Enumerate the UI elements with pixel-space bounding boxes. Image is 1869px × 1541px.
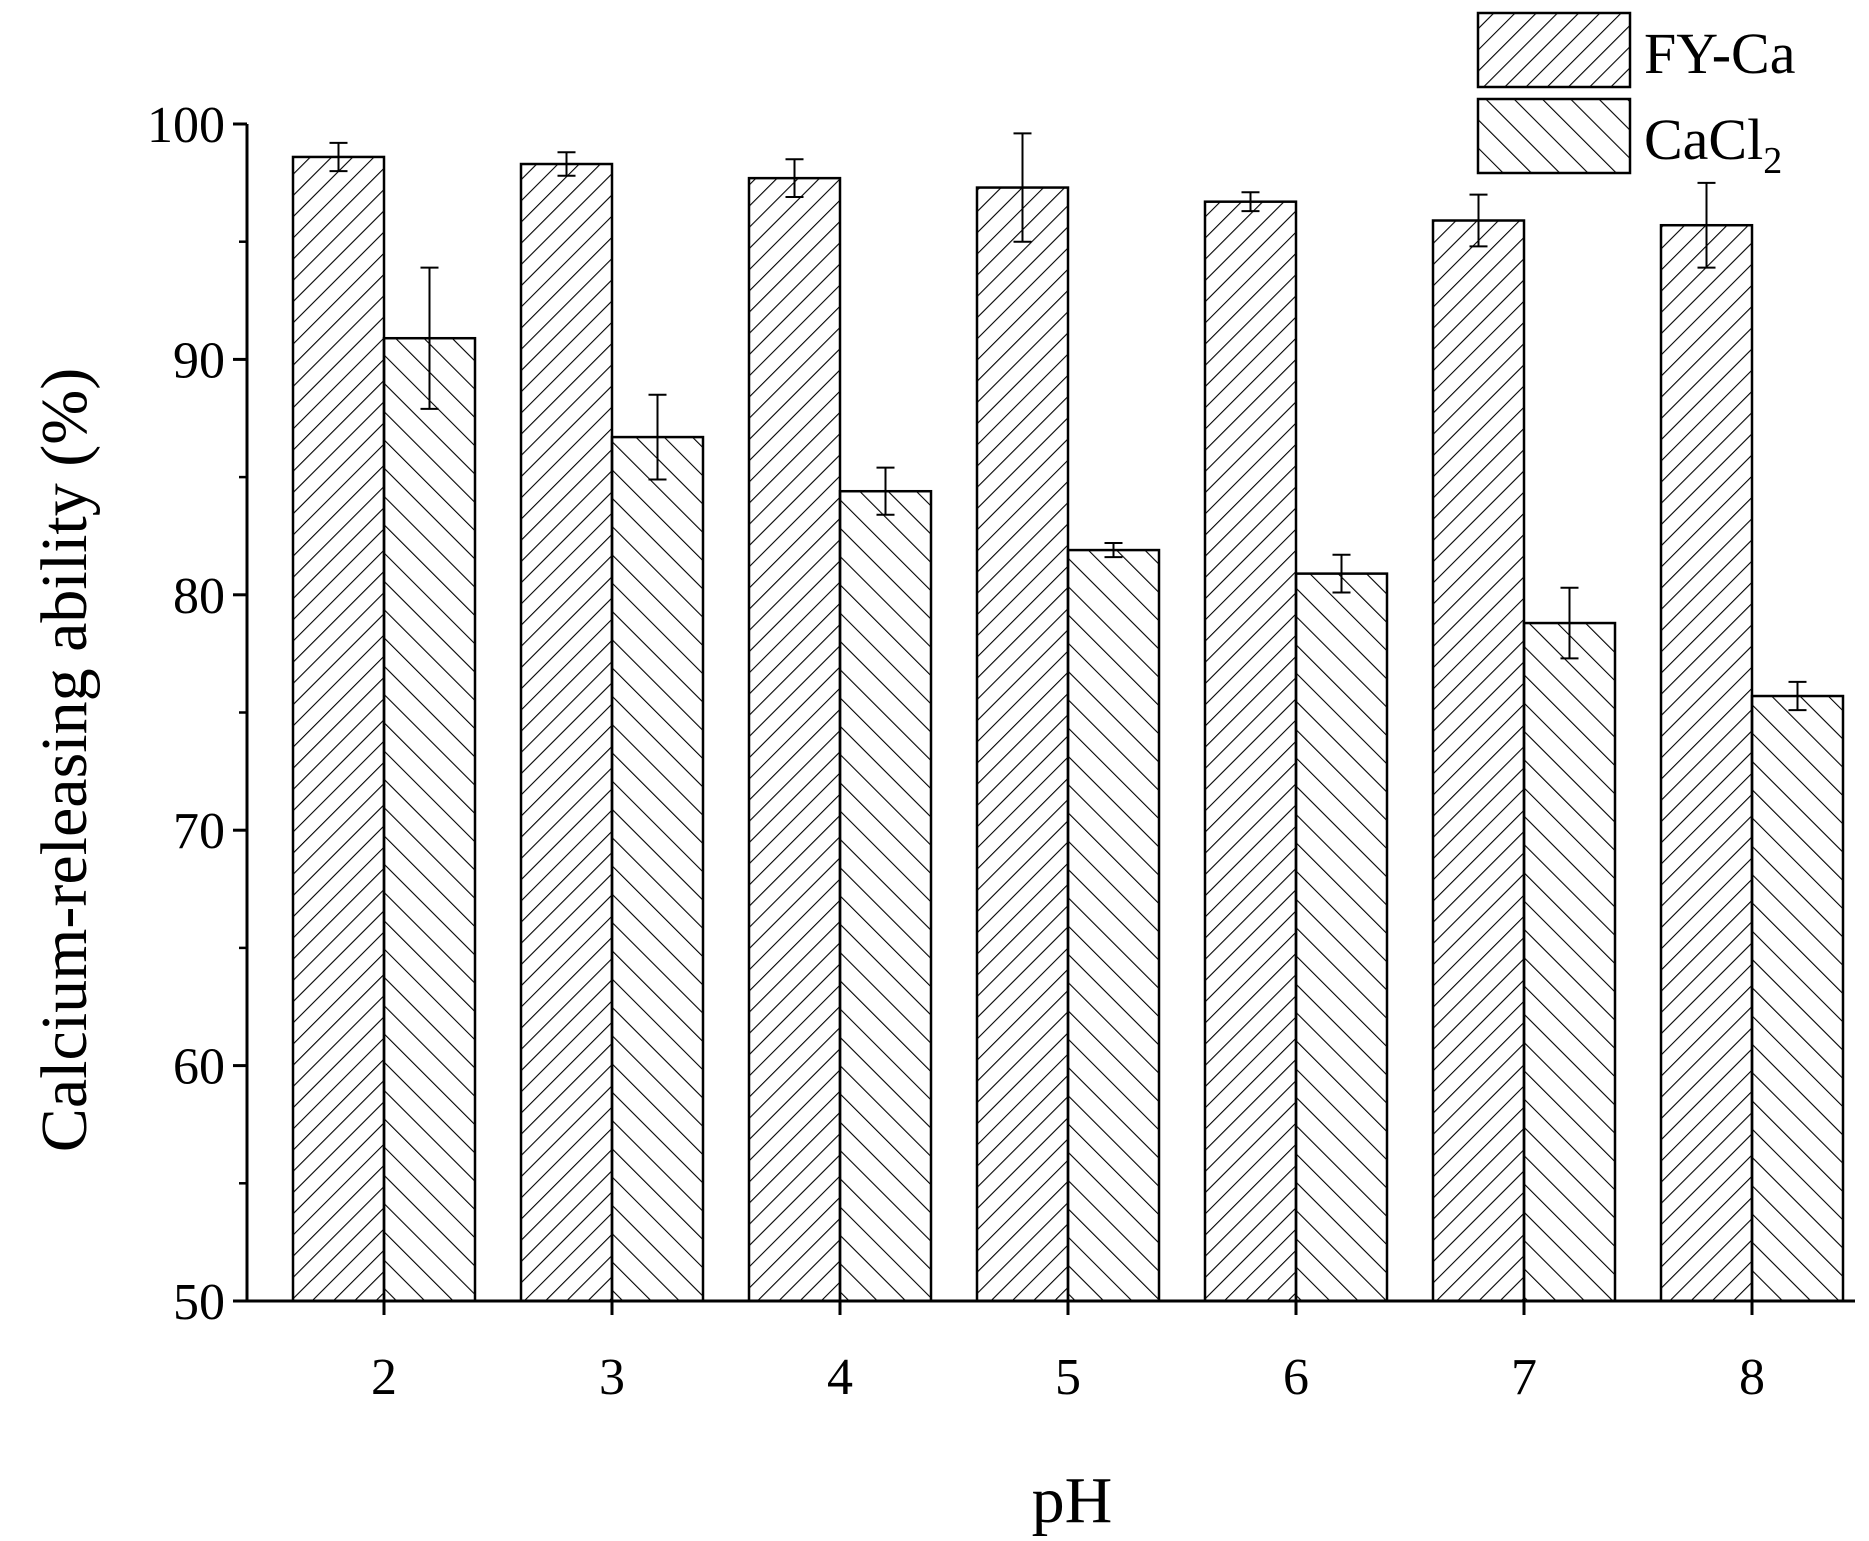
error-bar-fy-ca-ph-5 xyxy=(1013,132,1032,243)
bar-fy-ca-ph-2 xyxy=(291,155,386,1303)
legend-label: FY-Ca xyxy=(1644,21,1795,86)
y-tick-label-100: 100 xyxy=(147,97,225,154)
bar-cacl2-ph-7 xyxy=(1522,621,1617,1303)
x-axis-label: pH xyxy=(1032,1464,1113,1537)
x-tick-label-8: 8 xyxy=(1739,1349,1765,1406)
y-axis-label: Calcium-releasing ability (%) xyxy=(28,368,101,1152)
bar-cacl2-ph-4 xyxy=(838,489,933,1303)
error-bar-cacl2-ph-4 xyxy=(876,466,895,516)
bar-fy-ca-ph-5 xyxy=(975,186,1070,1303)
error-bar-cacl2-ph-3 xyxy=(648,393,667,481)
y-tick-label-60: 60 xyxy=(173,1039,225,1096)
legend-item-cacl2: CaCl2 xyxy=(1476,97,1782,182)
y-tick-label-80: 80 xyxy=(173,568,225,625)
error-bar-cacl2-ph-8 xyxy=(1788,680,1807,712)
bar-cacl2-ph-8 xyxy=(1750,694,1845,1303)
y-tick-label-50: 50 xyxy=(173,1274,225,1331)
error-bar-fy-ca-ph-4 xyxy=(785,158,804,198)
x-tick-label-4: 4 xyxy=(827,1349,853,1406)
error-bars-layer xyxy=(329,132,1807,712)
bar-cacl2-ph-2 xyxy=(382,336,477,1303)
y-tick-label-90: 90 xyxy=(173,332,225,389)
legend-label: CaCl2 xyxy=(1644,107,1782,182)
bar-fy-ca-ph-8 xyxy=(1659,223,1754,1303)
bar-cacl2-ph-5 xyxy=(1066,548,1161,1303)
legend: FY-Ca CaCl2 xyxy=(1476,11,1795,182)
bar-cacl2-ph-6 xyxy=(1294,572,1389,1303)
bar-fy-ca-ph-7 xyxy=(1431,219,1526,1303)
bar-fy-ca-ph-3 xyxy=(519,162,614,1303)
labels-layer: 50 60 70 80 90 100 2 3 4 5 6 7 8 pH Calcium-releasing … xyxy=(28,97,1765,1537)
error-bar-cacl2-ph-7 xyxy=(1560,586,1579,660)
bar-fy-ca-ph-4 xyxy=(747,176,842,1303)
error-bar-cacl2-ph-2 xyxy=(420,266,439,410)
error-bar-fy-ca-ph-3 xyxy=(557,151,576,177)
x-tick-label-5: 5 xyxy=(1055,1349,1081,1406)
axes-layer xyxy=(233,122,1855,1315)
y-tick-label-70: 70 xyxy=(173,803,225,860)
error-bar-fy-ca-ph-8 xyxy=(1697,181,1716,269)
x-tick-label-2: 2 xyxy=(371,1349,397,1406)
error-bar-fy-ca-ph-6 xyxy=(1241,191,1260,213)
bar-cacl2-ph-3 xyxy=(610,435,705,1303)
x-tick-label-3: 3 xyxy=(599,1349,625,1406)
error-bar-cacl2-ph-6 xyxy=(1332,553,1351,594)
x-tick-label-7: 7 xyxy=(1511,1349,1537,1406)
legend-item-fy-ca: FY-Ca xyxy=(1476,11,1795,89)
bar-fy-ca-ph-6 xyxy=(1203,200,1298,1303)
legend-swatch xyxy=(1476,11,1632,89)
error-bar-fy-ca-ph-2 xyxy=(329,141,348,173)
legend-swatch xyxy=(1476,97,1632,175)
error-bar-cacl2-ph-5 xyxy=(1104,542,1123,559)
x-tick-label-6: 6 xyxy=(1283,1349,1309,1406)
error-bar-fy-ca-ph-7 xyxy=(1469,193,1488,248)
bars-layer xyxy=(291,155,1845,1303)
